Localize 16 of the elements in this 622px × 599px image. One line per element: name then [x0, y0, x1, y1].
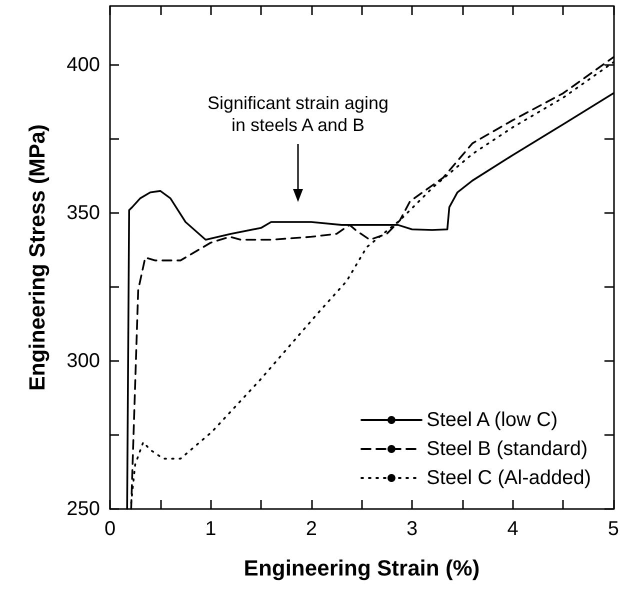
x-tick-label: 0	[104, 518, 116, 540]
x-tick-label: 1	[205, 518, 216, 540]
y-tick-label: 300	[66, 350, 100, 372]
x-tick-label: 2	[306, 518, 317, 540]
legend-label: Steel C (Al-added)	[426, 467, 592, 489]
y-tick-label: 400	[66, 54, 100, 76]
y-tick-label: 250	[66, 498, 100, 520]
y-axis-title: Engineering Stress (MPa)	[24, 124, 50, 391]
x-axis-title: Engineering Strain (%)	[244, 556, 480, 580]
legend-label: Steel B (standard)	[426, 438, 588, 460]
x-tick-label: 3	[406, 518, 418, 540]
legend-label: Steel A (low C)	[426, 409, 558, 431]
y-tick-label: 350	[66, 202, 100, 224]
x-tick-label: 5	[608, 518, 619, 540]
x-tick-label: 4	[507, 518, 518, 540]
annotation: Significant strain aging in steels A and B	[207, 92, 389, 136]
